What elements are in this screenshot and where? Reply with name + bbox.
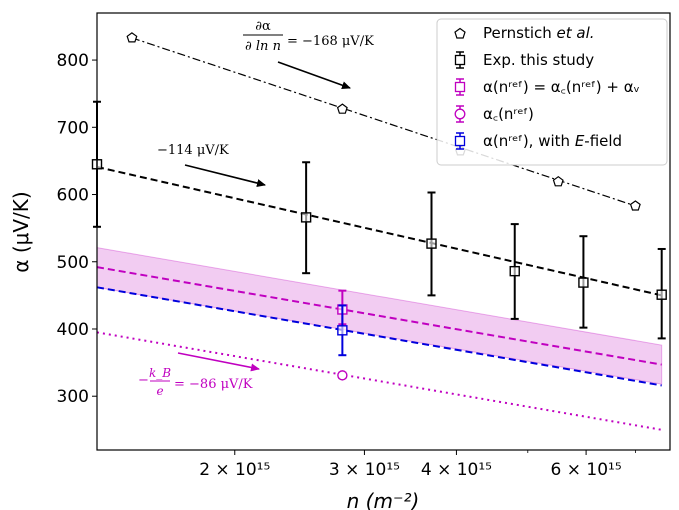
square-marker-icon — [454, 135, 466, 147]
legend-item-exp: Exp. this study — [454, 51, 594, 69]
axes: 300 400 500 600 700 800 2 × 10¹⁵ 3 × 10¹⁵ 4 × 10… — [57, 51, 636, 480]
x-tick-label: 4 × 10¹⁵ — [421, 460, 492, 480]
annotation-denominator: e — [156, 384, 163, 398]
legend-label: α(nʳᵉᶠ) = α꜀(nʳᵉᶠ) + αᵥ — [483, 78, 640, 96]
data-point-square — [300, 212, 312, 223]
legend-item-alpha-c: α꜀(nʳᵉᶠ) — [454, 105, 534, 123]
square-marker-icon — [454, 81, 466, 93]
fit-line-dashed — [96, 286, 662, 387]
y-tick-label: 600 — [57, 186, 89, 206]
annotation-prefix: − — [138, 373, 149, 388]
legend-label: Pernstich et al. — [483, 24, 595, 42]
data-point-circle — [337, 370, 348, 381]
square-marker-icon — [454, 54, 466, 66]
data-point-pentagon — [552, 175, 564, 187]
legend-label: Exp. this study — [483, 51, 594, 69]
y-tick-label: 800 — [57, 51, 89, 71]
data-point-pentagon — [629, 200, 641, 211]
y-tick-label: 500 — [57, 253, 89, 273]
annotation-value: = −168 μV/K — [287, 34, 374, 49]
plot-frame — [96, 12, 671, 451]
x-tick-label: 3 × 10¹⁵ — [329, 460, 400, 480]
annotation-numerator: k_B — [149, 366, 171, 380]
legend-item-alpha-total: α(nʳᵉᶠ) = α꜀(nʳᵉᶠ) + αᵥ — [454, 78, 640, 96]
legend-item-pernstich: Pernstich et al. — [454, 24, 595, 42]
annotation-denominator: ∂ ln n — [245, 39, 281, 54]
pentagon-marker-icon — [454, 27, 466, 39]
data-point-pentagon — [336, 103, 348, 114]
annotation-value: −114 μV/K — [157, 143, 229, 158]
annotation-arrow — [184, 164, 266, 187]
annotation-arrow — [177, 352, 260, 372]
data-point-square — [426, 238, 437, 249]
x-tick-label: 2 × 10¹⁵ — [199, 460, 270, 480]
data-point-square — [656, 289, 667, 300]
data-point-square — [337, 325, 348, 336]
y-tick-label: 400 — [57, 320, 89, 340]
annotation-arrow — [277, 61, 351, 90]
legend-box — [436, 18, 668, 166]
legend-label: α(nʳᵉᶠ), with E-field — [483, 132, 622, 150]
x-axis-label: n (m⁻²) — [347, 489, 420, 510]
fit-line-dashed — [96, 165, 662, 297]
slope-annotation-kb-over-e: − k_B e = −86 μV/K — [138, 352, 260, 398]
annotation-numerator: ∂α — [255, 19, 271, 34]
legend-label: α꜀(nʳᵉᶠ) — [483, 105, 534, 123]
data-point-square — [509, 265, 520, 277]
data-point-pentagon — [126, 32, 138, 43]
slope-annotation-pernstich: ∂α ∂ ln n = −168 μV/K — [243, 19, 374, 90]
annotation-value: = −86 μV/K — [174, 377, 253, 392]
legend: Pernstich et al. Exp. this study α(nʳᵉᶠ)… — [436, 18, 668, 166]
y-axis-label: α (μV/K) — [9, 191, 33, 272]
y-tick-label: 300 — [57, 387, 89, 407]
data-point-square — [578, 277, 589, 288]
fit-line-dashed — [96, 266, 662, 366]
x-tick-label: 6 × 10¹⁵ — [551, 460, 622, 480]
slope-annotation-experiment: −114 μV/K — [157, 143, 266, 187]
legend-item-alpha-efield: α(nʳᵉᶠ), with E-field — [454, 132, 622, 150]
y-tick-label: 700 — [57, 118, 89, 138]
circle-marker-icon — [454, 108, 466, 120]
